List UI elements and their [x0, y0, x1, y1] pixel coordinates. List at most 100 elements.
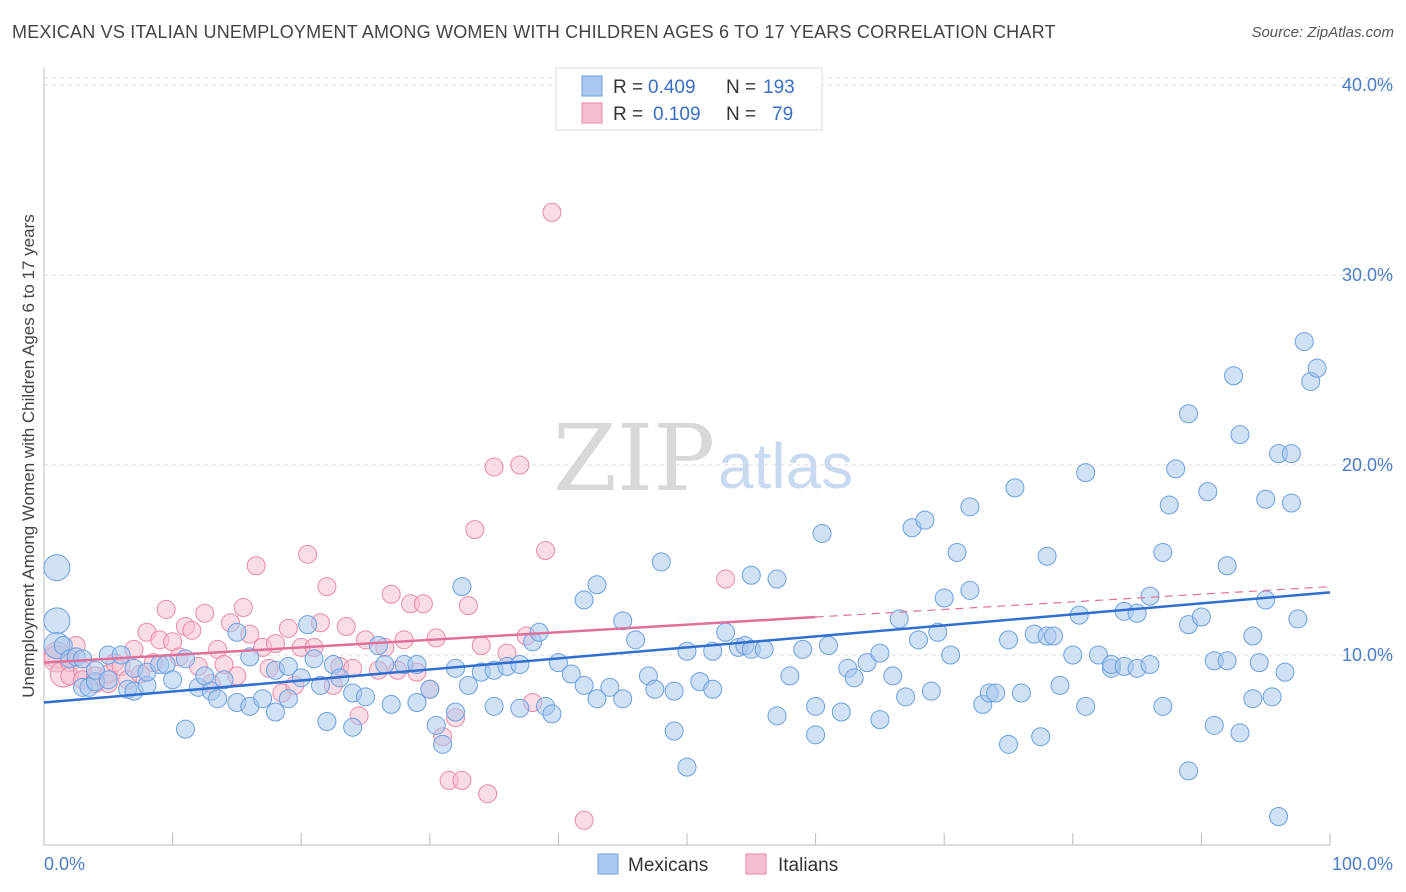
- mexicans-point: [941, 645, 961, 665]
- italians-point: [246, 556, 266, 576]
- mexicans-point: [1153, 696, 1173, 716]
- mexicans-point: [908, 630, 928, 650]
- mexicans-point: [1230, 425, 1250, 445]
- mexicans-point: [806, 725, 826, 745]
- mexicans-point: [1063, 645, 1083, 665]
- watermark-zip: ZIP: [553, 405, 715, 512]
- bottom-legend-swatch-italians: [745, 853, 767, 875]
- mexicans-point: [1179, 404, 1199, 424]
- mexicans-point: [1005, 478, 1025, 498]
- mexicans-point: [1269, 807, 1289, 827]
- mexicans-point: [1288, 609, 1308, 629]
- mexicans-point: [1281, 493, 1301, 513]
- grid-lines: [44, 77, 1395, 656]
- mexicans-point: [407, 693, 427, 713]
- mexicans-point: [43, 607, 71, 635]
- italians-point: [195, 603, 215, 623]
- mexicans-point: [960, 580, 980, 600]
- mexicans-point: [561, 664, 581, 684]
- mexicans-point: [420, 679, 440, 699]
- y-tick-labels: 10.0% 20.0% 30.0% 40.0%: [1342, 75, 1393, 665]
- mexicans-point: [542, 704, 562, 724]
- mexicans-point: [98, 670, 118, 690]
- mexicans-point: [793, 639, 813, 659]
- legend-n-value-italians: 79: [772, 104, 793, 125]
- mexicans-point: [510, 698, 530, 718]
- italians-point: [381, 584, 401, 604]
- mexicans-point: [85, 660, 105, 680]
- mexicans-point: [1249, 653, 1269, 673]
- mexicans-point: [716, 622, 736, 642]
- mexicans-point: [767, 569, 787, 589]
- mexicans-point: [43, 554, 71, 582]
- mexicans-point: [356, 687, 375, 707]
- mexicans-point: [812, 523, 832, 543]
- trend-lines: [43, 586, 1331, 704]
- mexicans-point: [458, 675, 478, 695]
- mexicans-point: [510, 655, 530, 675]
- mexicans-point: [452, 577, 472, 597]
- mexicans-point: [484, 696, 504, 716]
- mexicans-point: [1166, 459, 1186, 479]
- mexicans-trend-line: [43, 591, 1331, 704]
- mexicans-point: [1294, 332, 1314, 352]
- mexicans-point: [664, 721, 684, 741]
- mexicans-point: [677, 757, 697, 777]
- mexicans-point: [381, 694, 401, 714]
- legend-n-label-mexicans: N =: [726, 77, 756, 98]
- mexicans-point: [889, 609, 909, 629]
- mexicans-point: [278, 689, 298, 709]
- y-tick-label: 30.0%: [1342, 265, 1393, 285]
- mexicans-point: [921, 681, 941, 701]
- x-tick-label-min: 0.0%: [44, 854, 85, 874]
- mexicans-point: [111, 645, 131, 665]
- italians-point: [574, 810, 594, 830]
- legend-swatch-italians: [581, 102, 603, 124]
- mexicans-point: [677, 641, 697, 661]
- italians-point: [317, 577, 337, 597]
- mexicans-point: [1217, 651, 1237, 671]
- mexicans-point: [896, 687, 916, 707]
- mexicans-point: [818, 636, 838, 656]
- x-tick-label-max: 100.0%: [1332, 854, 1393, 874]
- mexicans-point: [1198, 482, 1218, 502]
- mexicans-point: [934, 588, 954, 608]
- italians-point: [484, 457, 504, 477]
- mexicans-point: [227, 622, 247, 642]
- mexicans-point: [587, 575, 607, 595]
- mexicans-point: [767, 706, 787, 726]
- mexicans-point: [883, 666, 903, 686]
- mexicans-point: [304, 649, 324, 669]
- legend-bottom: Mexicans Italians: [597, 853, 838, 876]
- mexicans-point: [253, 689, 273, 709]
- mexicans-point: [1256, 489, 1276, 509]
- italians-point: [458, 596, 478, 616]
- mexicans-point: [343, 717, 363, 737]
- chart-title: MEXICAN VS ITALIAN UNEMPLOYMENT AMONG WO…: [12, 22, 1056, 42]
- italians-point: [465, 520, 485, 540]
- mexicans-point: [754, 639, 774, 659]
- mexicans-point: [574, 675, 594, 695]
- legend-r-label-italians: R =: [613, 104, 643, 125]
- legend-r-label-mexicans: R =: [613, 77, 643, 98]
- mexicans-point: [433, 734, 453, 754]
- mexicans-point: [1037, 546, 1057, 566]
- italians-point: [716, 569, 736, 589]
- mexicans-point: [1089, 645, 1109, 665]
- mexicans-point: [375, 655, 395, 675]
- mexicans-point: [947, 542, 967, 562]
- mexicans-point: [1140, 586, 1160, 606]
- mexicans-point: [645, 679, 665, 699]
- mexicans-point: [587, 689, 607, 709]
- mexicans-point: [651, 552, 671, 572]
- mexicans-point: [1224, 366, 1244, 386]
- mexicans-point: [317, 712, 337, 732]
- legend-r-value-mexicans: 0.409: [648, 77, 696, 98]
- mexicans-point: [1243, 689, 1263, 709]
- mexicans-point: [278, 656, 298, 676]
- mexicans-point: [368, 636, 388, 656]
- mexicans-point: [446, 702, 466, 722]
- y-tick-label: 40.0%: [1342, 75, 1393, 95]
- mexicans-point: [780, 666, 800, 686]
